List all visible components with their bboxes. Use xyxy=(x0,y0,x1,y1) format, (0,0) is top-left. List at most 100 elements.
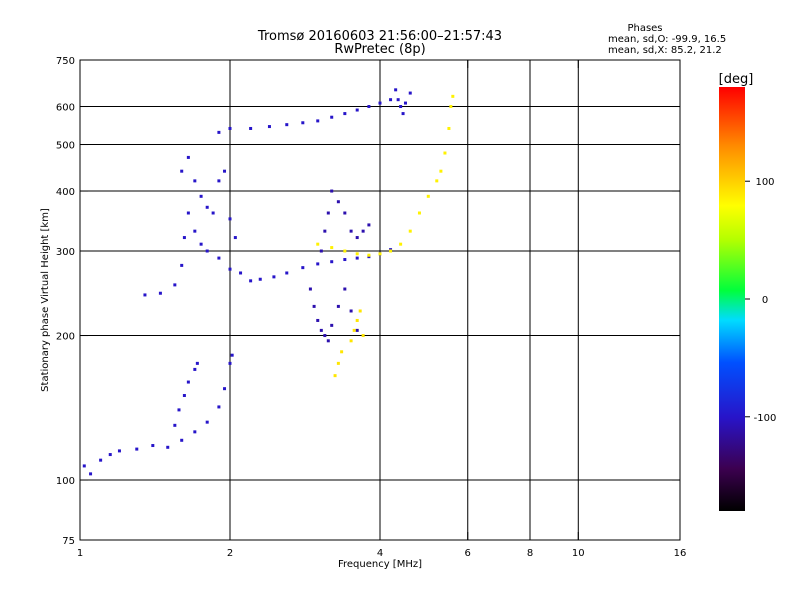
echo-point xyxy=(367,105,371,109)
echo-point xyxy=(343,211,347,215)
stats-line-o: mean, sd,O: -99.9, 16.5 xyxy=(608,34,726,45)
echo-point xyxy=(285,123,289,127)
echo-point xyxy=(349,229,353,233)
echo-point xyxy=(330,260,334,264)
echo-point xyxy=(249,279,253,283)
echo-point xyxy=(193,430,197,434)
echo-point xyxy=(355,318,359,322)
echo-point xyxy=(355,252,359,256)
echo-point xyxy=(180,438,184,442)
echo-point xyxy=(358,309,362,313)
echo-point xyxy=(355,108,359,112)
echo-point xyxy=(182,236,186,240)
echo-point xyxy=(258,277,262,281)
echo-point xyxy=(319,328,323,332)
echo-point xyxy=(408,91,412,95)
echo-point xyxy=(435,179,439,183)
echo-point xyxy=(323,229,327,233)
echo-point xyxy=(193,179,197,183)
y-axis-label: Stationary phase Virtual Height [km] xyxy=(40,208,51,392)
y-tick-label: 750 xyxy=(56,56,75,67)
echo-point xyxy=(312,304,316,308)
echo-point xyxy=(396,98,400,102)
echo-point xyxy=(403,101,407,105)
echo-point xyxy=(239,271,243,275)
echo-point xyxy=(367,253,371,257)
echo-point xyxy=(117,449,121,453)
colorbar: [deg] 100 0 -100 xyxy=(719,72,777,511)
echo-point xyxy=(343,258,347,262)
colorbar-tick-label: 0 xyxy=(762,295,768,306)
echo-point xyxy=(451,94,455,98)
echo-point xyxy=(193,229,197,233)
echo-point xyxy=(336,304,340,308)
echo-point xyxy=(205,249,209,253)
echo-point xyxy=(316,262,320,266)
echo-point xyxy=(443,151,447,155)
echo-point xyxy=(330,323,334,327)
phase-stats: Phases mean, sd,O: -99.9, 16.5 mean, sd,… xyxy=(608,23,726,56)
echo-point xyxy=(193,367,197,371)
echo-point xyxy=(173,283,177,287)
echo-point xyxy=(217,256,221,260)
y-tick-label: 75 xyxy=(62,536,75,547)
echo-point xyxy=(205,420,209,424)
echo-point xyxy=(108,453,112,457)
echo-point xyxy=(301,266,305,270)
echo-point xyxy=(336,200,340,204)
echo-point xyxy=(308,287,312,291)
echo-point xyxy=(447,126,451,130)
echo-point xyxy=(355,328,359,332)
echo-point xyxy=(99,458,103,462)
echo-point xyxy=(180,169,184,173)
echo-point xyxy=(135,447,139,451)
x-tick-label: 8 xyxy=(527,548,533,559)
echo-point xyxy=(199,194,203,198)
echo-point xyxy=(355,236,359,240)
colorbar-tick-label: 100 xyxy=(755,177,774,188)
echo-point xyxy=(343,112,347,116)
echo-point xyxy=(205,205,209,209)
echo-point xyxy=(343,287,347,291)
echo-point xyxy=(330,246,334,250)
echo-point xyxy=(217,179,221,183)
echo-point xyxy=(399,105,403,109)
x-tick-label: 2 xyxy=(227,548,233,559)
x-tick-label: 6 xyxy=(465,548,471,559)
x-tick-label: 1 xyxy=(77,548,83,559)
echo-point xyxy=(378,252,382,256)
echo-point xyxy=(301,121,305,125)
echo-point xyxy=(326,339,330,343)
echo-point xyxy=(417,211,421,215)
colorbar-tick-label: -100 xyxy=(754,413,777,424)
stats-heading: Phases xyxy=(627,23,662,34)
echo-point xyxy=(182,394,186,398)
chart-title: Tromsø 20160603 21:56:00–21:57:43 xyxy=(257,29,502,44)
echo-point xyxy=(228,217,232,221)
x-tick-label: 10 xyxy=(572,548,585,559)
echo-point xyxy=(349,309,353,313)
echo-point xyxy=(389,249,393,253)
echo-point xyxy=(399,242,403,246)
echo-point xyxy=(217,405,221,409)
y-tick-label: 100 xyxy=(56,476,75,487)
echo-point xyxy=(173,423,177,427)
x-tick-label: 16 xyxy=(674,548,687,559)
echo-point xyxy=(319,249,323,253)
echo-point xyxy=(449,105,453,109)
echo-point xyxy=(355,256,359,260)
echo-point xyxy=(378,101,382,105)
echo-point xyxy=(180,263,184,267)
echo-point xyxy=(361,229,365,233)
echo-point xyxy=(233,236,237,240)
y-tick-label: 400 xyxy=(56,187,75,198)
echo-point xyxy=(228,267,232,271)
echo-point xyxy=(230,353,234,357)
echo-point xyxy=(316,318,320,322)
echo-point xyxy=(408,229,412,233)
echo-point xyxy=(330,189,334,193)
echo-point xyxy=(177,408,181,412)
y-tick-label: 200 xyxy=(56,332,75,343)
colorbar-scale xyxy=(719,87,745,511)
